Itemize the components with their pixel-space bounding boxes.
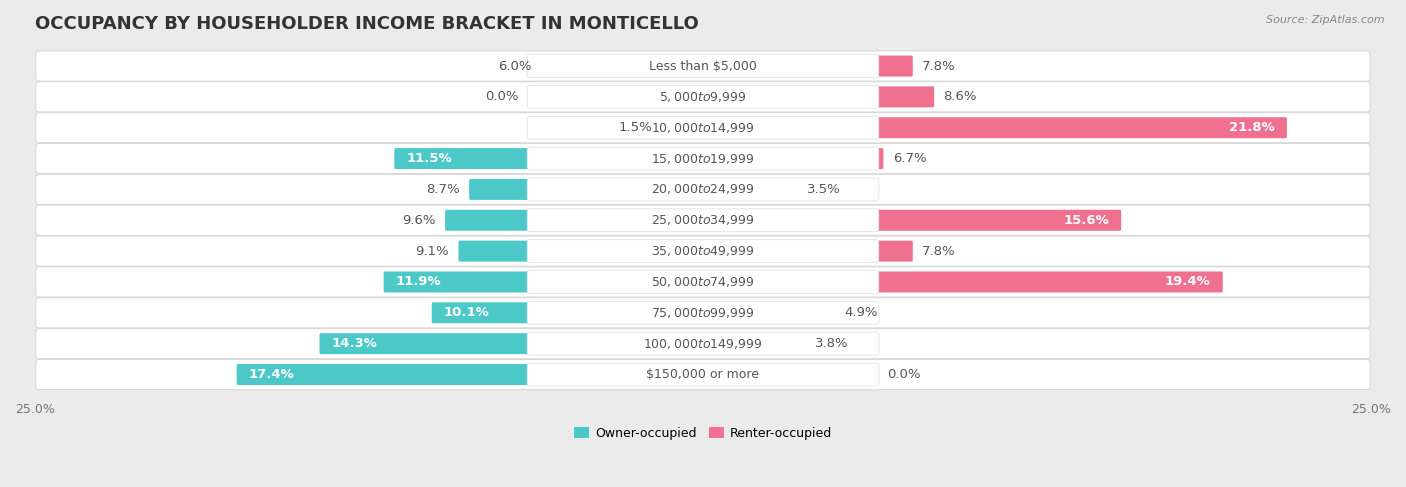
Text: $25,000 to $34,999: $25,000 to $34,999 — [651, 213, 755, 227]
Text: $10,000 to $14,999: $10,000 to $14,999 — [651, 121, 755, 135]
FancyBboxPatch shape — [527, 85, 879, 108]
FancyBboxPatch shape — [319, 333, 530, 354]
FancyBboxPatch shape — [527, 271, 879, 293]
FancyBboxPatch shape — [876, 210, 1121, 231]
FancyBboxPatch shape — [527, 116, 879, 139]
FancyBboxPatch shape — [236, 364, 530, 385]
FancyBboxPatch shape — [394, 148, 530, 169]
Text: $150,000 or more: $150,000 or more — [647, 368, 759, 381]
FancyBboxPatch shape — [35, 329, 1371, 359]
Text: 14.3%: 14.3% — [332, 337, 377, 350]
FancyBboxPatch shape — [470, 179, 530, 200]
Text: $50,000 to $74,999: $50,000 to $74,999 — [651, 275, 755, 289]
FancyBboxPatch shape — [527, 240, 879, 262]
FancyBboxPatch shape — [876, 241, 912, 262]
Text: 1.5%: 1.5% — [619, 121, 652, 134]
Text: 4.9%: 4.9% — [845, 306, 879, 319]
FancyBboxPatch shape — [876, 117, 1286, 138]
FancyBboxPatch shape — [541, 56, 704, 76]
Text: Less than $5,000: Less than $5,000 — [650, 59, 756, 73]
FancyBboxPatch shape — [432, 302, 530, 323]
FancyBboxPatch shape — [662, 117, 704, 138]
FancyBboxPatch shape — [527, 147, 879, 170]
FancyBboxPatch shape — [527, 301, 879, 324]
Text: 9.1%: 9.1% — [416, 244, 449, 258]
Text: 7.8%: 7.8% — [922, 59, 956, 73]
FancyBboxPatch shape — [876, 86, 934, 107]
FancyBboxPatch shape — [35, 359, 1371, 390]
FancyBboxPatch shape — [35, 267, 1371, 297]
Text: 21.8%: 21.8% — [1229, 121, 1275, 134]
FancyBboxPatch shape — [527, 178, 879, 201]
Text: $20,000 to $24,999: $20,000 to $24,999 — [651, 183, 755, 196]
Legend: Owner-occupied, Renter-occupied: Owner-occupied, Renter-occupied — [568, 422, 838, 445]
Text: 10.1%: 10.1% — [444, 306, 489, 319]
FancyBboxPatch shape — [458, 241, 530, 262]
Text: 3.8%: 3.8% — [815, 337, 849, 350]
Text: $75,000 to $99,999: $75,000 to $99,999 — [651, 306, 755, 320]
FancyBboxPatch shape — [876, 56, 912, 76]
Text: 3.5%: 3.5% — [807, 183, 841, 196]
FancyBboxPatch shape — [527, 363, 879, 386]
Text: 15.6%: 15.6% — [1063, 214, 1109, 227]
FancyBboxPatch shape — [384, 271, 530, 293]
FancyBboxPatch shape — [35, 205, 1371, 235]
Text: $15,000 to $19,999: $15,000 to $19,999 — [651, 151, 755, 166]
Text: 8.7%: 8.7% — [426, 183, 460, 196]
FancyBboxPatch shape — [876, 148, 883, 169]
Text: 7.8%: 7.8% — [922, 244, 956, 258]
FancyBboxPatch shape — [35, 112, 1371, 143]
FancyBboxPatch shape — [446, 210, 530, 231]
FancyBboxPatch shape — [35, 144, 1371, 174]
FancyBboxPatch shape — [527, 209, 879, 232]
Text: $100,000 to $149,999: $100,000 to $149,999 — [644, 337, 762, 351]
FancyBboxPatch shape — [35, 51, 1371, 81]
FancyBboxPatch shape — [876, 271, 1223, 293]
Text: $5,000 to $9,999: $5,000 to $9,999 — [659, 90, 747, 104]
Text: 0.0%: 0.0% — [485, 91, 519, 103]
FancyBboxPatch shape — [527, 332, 879, 355]
Text: 19.4%: 19.4% — [1166, 276, 1211, 288]
FancyBboxPatch shape — [35, 236, 1371, 266]
FancyBboxPatch shape — [35, 174, 1371, 205]
Text: 11.5%: 11.5% — [406, 152, 451, 165]
Text: $35,000 to $49,999: $35,000 to $49,999 — [651, 244, 755, 258]
FancyBboxPatch shape — [35, 82, 1371, 112]
Text: 0.0%: 0.0% — [887, 368, 921, 381]
Text: 6.0%: 6.0% — [499, 59, 531, 73]
Text: Source: ZipAtlas.com: Source: ZipAtlas.com — [1267, 15, 1385, 25]
FancyBboxPatch shape — [527, 55, 879, 77]
Text: 6.7%: 6.7% — [893, 152, 927, 165]
Text: 8.6%: 8.6% — [943, 91, 977, 103]
Text: OCCUPANCY BY HOUSEHOLDER INCOME BRACKET IN MONTICELLO: OCCUPANCY BY HOUSEHOLDER INCOME BRACKET … — [35, 15, 699, 33]
Text: 11.9%: 11.9% — [395, 276, 441, 288]
Text: 17.4%: 17.4% — [249, 368, 294, 381]
Text: 9.6%: 9.6% — [402, 214, 436, 227]
FancyBboxPatch shape — [35, 298, 1371, 328]
